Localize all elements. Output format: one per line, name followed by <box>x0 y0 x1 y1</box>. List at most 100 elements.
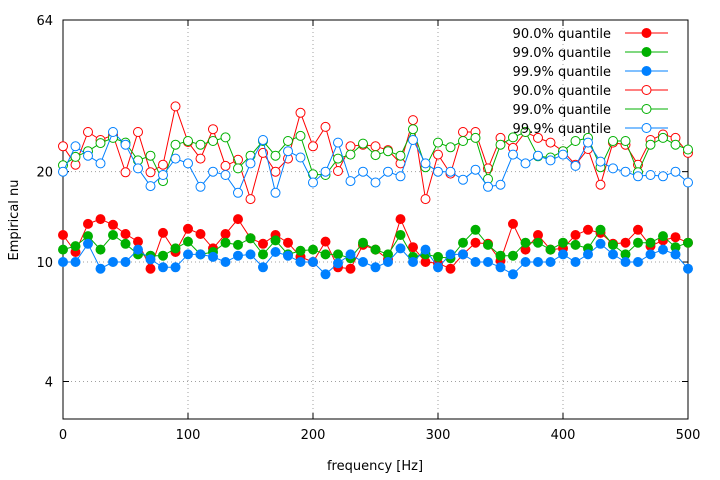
data-point <box>120 139 131 150</box>
data-point <box>470 164 481 175</box>
data-point <box>595 156 606 167</box>
data-point <box>620 257 631 267</box>
data-point <box>83 127 93 137</box>
data-point <box>520 158 531 169</box>
data-point <box>358 166 368 177</box>
data-point <box>620 237 631 248</box>
data-point <box>608 249 618 260</box>
data-point <box>433 166 443 177</box>
plot-frame <box>62 19 689 420</box>
data-point <box>233 214 243 225</box>
data-point <box>395 214 406 225</box>
data-point <box>433 149 443 160</box>
data-point <box>645 170 656 180</box>
data-point <box>658 132 668 143</box>
data-point <box>570 136 581 146</box>
data-point <box>558 237 568 248</box>
data-point <box>683 177 693 188</box>
data-point <box>208 136 218 146</box>
data-point <box>658 244 668 255</box>
data-point <box>208 124 218 135</box>
data-point <box>670 249 681 260</box>
data-point <box>583 224 593 235</box>
data-point <box>83 150 93 161</box>
data-point <box>383 146 393 157</box>
data-point <box>508 250 518 261</box>
data-point <box>295 245 306 256</box>
data-point <box>345 141 356 152</box>
data-point <box>270 247 281 257</box>
data-point <box>608 136 618 146</box>
data-point <box>458 249 468 260</box>
data-point <box>520 127 531 137</box>
data-point <box>95 138 106 149</box>
legend-entry: 90.0% quantile <box>513 27 668 42</box>
data-point <box>158 250 168 261</box>
x-tick-label: 0 <box>59 428 67 443</box>
data-point <box>295 107 306 118</box>
data-point <box>683 144 693 155</box>
data-point <box>158 170 168 180</box>
data-point <box>483 181 493 192</box>
data-point <box>645 139 656 150</box>
data-point <box>320 121 331 132</box>
y-tick-label: 20 <box>36 166 53 181</box>
data-point <box>220 229 231 239</box>
data-point <box>270 166 281 177</box>
legend-marker <box>641 47 652 57</box>
data-point <box>345 249 356 260</box>
data-point <box>333 166 343 176</box>
data-point <box>58 257 68 267</box>
data-point <box>608 239 618 250</box>
data-point <box>358 257 368 267</box>
legend-entry: 99.0% quantile <box>513 46 668 61</box>
data-point <box>170 262 181 273</box>
data-point <box>233 187 243 198</box>
data-point <box>58 166 68 177</box>
data-point <box>470 132 481 143</box>
legend-marker <box>641 85 652 95</box>
data-point <box>545 244 556 255</box>
data-point <box>408 135 418 145</box>
data-point <box>420 244 431 255</box>
data-point <box>470 257 481 267</box>
x-tick-label: 300 <box>426 428 451 443</box>
data-point <box>495 179 506 190</box>
data-point <box>358 138 368 149</box>
data-point <box>195 249 206 260</box>
data-point <box>670 232 681 243</box>
data-point <box>133 127 143 137</box>
data-point <box>183 223 193 234</box>
data-point <box>395 230 406 240</box>
data-point <box>220 237 231 248</box>
legend-label: 99.9% quantile <box>513 65 611 80</box>
data-point <box>220 170 231 180</box>
data-point <box>533 132 543 143</box>
data-point <box>533 150 543 161</box>
x-ticks: 0 100 200 300 400 500 <box>59 20 700 443</box>
data-point <box>70 151 81 162</box>
data-point <box>633 237 643 248</box>
data-point <box>170 139 181 150</box>
data-point <box>183 158 193 169</box>
data-point <box>383 166 393 177</box>
data-point <box>595 238 606 249</box>
data-point <box>645 249 656 260</box>
data-point <box>458 174 468 185</box>
data-point <box>445 249 456 260</box>
data-point <box>220 257 231 267</box>
data-point <box>320 236 331 247</box>
data-point <box>595 224 606 235</box>
legend-label: 99.9% quantile <box>513 122 611 137</box>
legend-label: 90.0% quantile <box>513 84 611 99</box>
legend-entry: 99.9% quantile <box>513 122 668 137</box>
data-point <box>158 159 168 170</box>
data-point <box>520 257 531 267</box>
data-point <box>295 257 306 267</box>
data-point <box>108 257 118 267</box>
data-point <box>408 242 418 253</box>
data-point <box>445 142 456 153</box>
data-point <box>195 139 206 150</box>
data-point <box>633 171 643 182</box>
